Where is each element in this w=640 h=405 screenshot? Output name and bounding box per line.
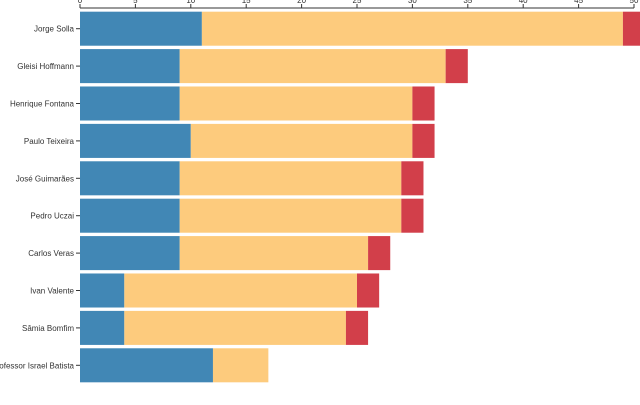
x-tick-label: 10 <box>186 0 195 5</box>
x-tick-label: 50 <box>630 0 639 5</box>
y-tick-label: José Guimarães <box>16 174 74 183</box>
bar-segment-3 <box>357 273 380 308</box>
x-tick-label: 25 <box>353 0 362 5</box>
x-tick-label: 30 <box>408 0 417 5</box>
bar-segment-1 <box>80 161 180 196</box>
bar-segment-2 <box>201 11 623 46</box>
bar-segment-3 <box>401 198 424 233</box>
y-tick-label: Jorge Solla <box>34 25 75 34</box>
bar-segment-2 <box>124 273 357 308</box>
bar-segment-1 <box>80 348 213 383</box>
bar-segment-2 <box>179 161 402 196</box>
y-tick-label: Paulo Teixeira <box>24 137 75 146</box>
bars <box>80 11 640 383</box>
y-tick-label: Sâmia Bomfim <box>22 324 74 333</box>
bar-segment-3 <box>401 161 424 196</box>
bar-segment-1 <box>80 49 180 84</box>
bar-segment-1 <box>80 273 125 308</box>
x-tick-label: 45 <box>574 0 583 5</box>
y-tick-label: Carlos Veras <box>28 249 74 258</box>
bar-segment-2 <box>212 348 269 383</box>
bar-segment-2 <box>179 198 402 233</box>
x-tick-label: 15 <box>242 0 251 5</box>
bar-segment-2 <box>190 123 413 158</box>
bar-segment-1 <box>80 310 125 345</box>
bar-segment-3 <box>368 236 391 271</box>
bar-segment-3 <box>622 11 640 46</box>
bar-segment-1 <box>80 11 202 46</box>
x-tick-label: 0 <box>78 0 83 5</box>
bar-segment-3 <box>345 310 369 345</box>
y-tick-label: Henrique Fontana <box>10 100 75 109</box>
bar-segment-1 <box>80 236 180 271</box>
x-tick-label: 35 <box>463 0 472 5</box>
x-axis: 0 5 10 15 20 25 30 35 40 45 50 <box>78 0 639 9</box>
bar-segment-2 <box>179 86 413 121</box>
bar-segment-2 <box>179 236 369 271</box>
bar-segment-1 <box>80 86 180 121</box>
y-tick-label: Ivan Valente <box>30 287 74 296</box>
x-tick-label: 20 <box>297 0 306 5</box>
y-tick-label: Professor Israel Batista <box>0 361 75 370</box>
bar-segment-2 <box>179 49 446 84</box>
bar-segment-3 <box>412 86 435 121</box>
y-tick-label: Gleisi Hoffmann <box>17 62 74 71</box>
bar-segment-3 <box>412 123 435 158</box>
bar-segment-3 <box>445 49 468 84</box>
bar-segment-2 <box>124 310 346 345</box>
y-tick-label: Pedro Uczai <box>30 212 74 221</box>
bar-segment-1 <box>80 123 191 158</box>
x-tick-label: 40 <box>519 0 528 5</box>
y-axis: Jorge Solla Gleisi Hoffmann Henrique Fonta… <box>0 25 80 370</box>
x-tick-label: 5 <box>133 0 138 5</box>
bar-segment-1 <box>80 198 180 233</box>
